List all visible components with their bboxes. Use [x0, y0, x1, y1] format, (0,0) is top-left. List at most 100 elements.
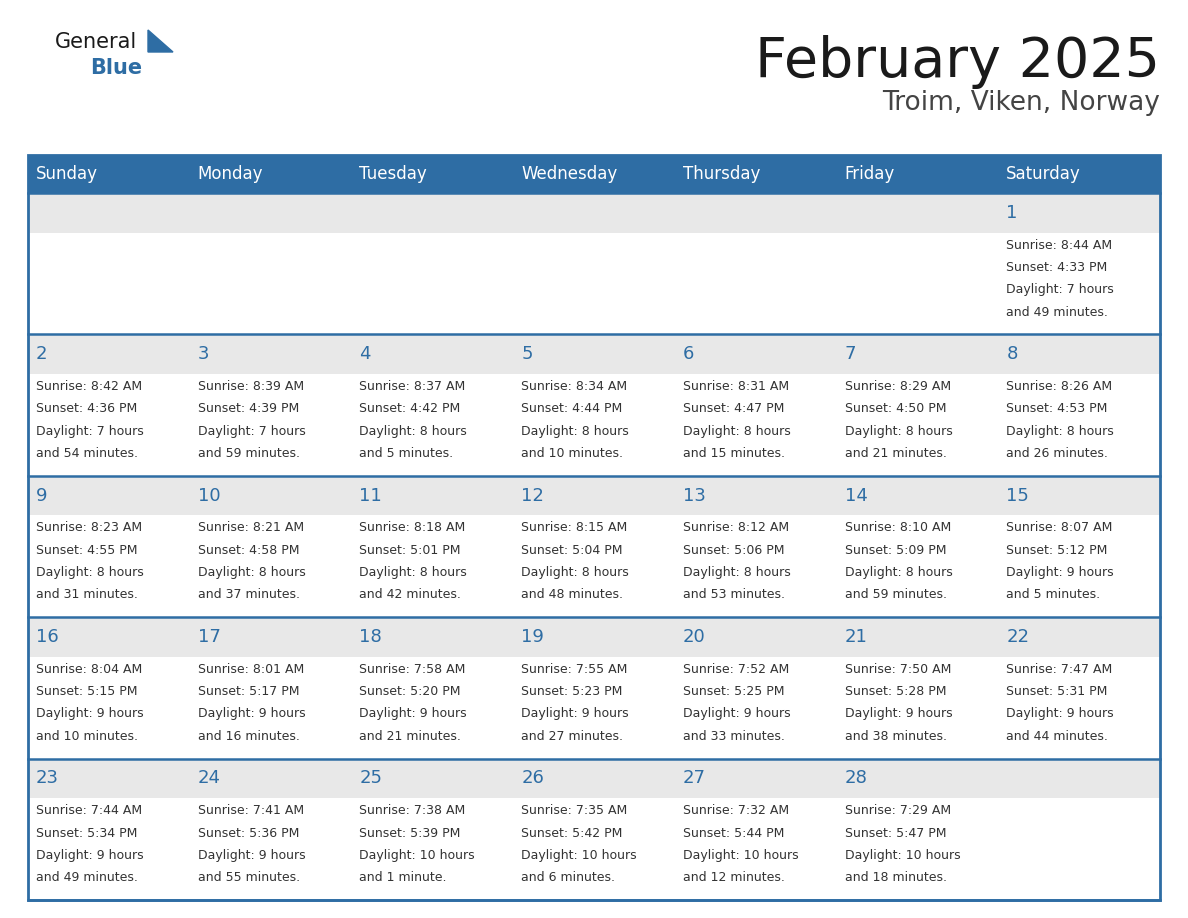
Text: Sunset: 5:17 PM: Sunset: 5:17 PM: [197, 685, 299, 698]
Text: Sunrise: 8:10 AM: Sunrise: 8:10 AM: [845, 521, 950, 534]
Text: and 18 minutes.: and 18 minutes.: [845, 871, 947, 884]
Text: and 49 minutes.: and 49 minutes.: [36, 871, 138, 884]
Text: Sunset: 4:33 PM: Sunset: 4:33 PM: [1006, 261, 1107, 274]
Text: Sunset: 4:44 PM: Sunset: 4:44 PM: [522, 402, 623, 415]
Text: Sunset: 5:09 PM: Sunset: 5:09 PM: [845, 543, 946, 556]
Text: Sunrise: 8:31 AM: Sunrise: 8:31 AM: [683, 380, 789, 393]
Text: and 16 minutes.: and 16 minutes.: [197, 730, 299, 743]
Text: Sunset: 5:20 PM: Sunset: 5:20 PM: [360, 685, 461, 698]
Text: Sunrise: 7:32 AM: Sunrise: 7:32 AM: [683, 804, 789, 817]
Text: Sunrise: 8:26 AM: Sunrise: 8:26 AM: [1006, 380, 1112, 393]
Text: 2: 2: [36, 345, 48, 364]
Text: February 2025: February 2025: [756, 35, 1159, 89]
Text: Daylight: 7 hours: Daylight: 7 hours: [1006, 284, 1114, 297]
Text: Sunrise: 8:21 AM: Sunrise: 8:21 AM: [197, 521, 304, 534]
Text: Sunset: 5:28 PM: Sunset: 5:28 PM: [845, 685, 946, 698]
Text: 27: 27: [683, 769, 706, 788]
Text: Sunrise: 7:50 AM: Sunrise: 7:50 AM: [845, 663, 950, 676]
Text: 3: 3: [197, 345, 209, 364]
Text: Daylight: 8 hours: Daylight: 8 hours: [522, 566, 628, 579]
Text: and 53 minutes.: and 53 minutes.: [683, 588, 785, 601]
Text: 7: 7: [845, 345, 857, 364]
Text: Daylight: 8 hours: Daylight: 8 hours: [36, 566, 144, 579]
Text: Daylight: 10 hours: Daylight: 10 hours: [683, 849, 798, 862]
Text: 19: 19: [522, 628, 544, 646]
Bar: [29, 193, 1159, 334]
Text: Sunrise: 8:34 AM: Sunrise: 8:34 AM: [522, 380, 627, 393]
Text: Sunrise: 8:01 AM: Sunrise: 8:01 AM: [197, 663, 304, 676]
Text: Sunrise: 7:55 AM: Sunrise: 7:55 AM: [522, 663, 627, 676]
Text: Daylight: 9 hours: Daylight: 9 hours: [197, 849, 305, 862]
Text: Sunrise: 7:47 AM: Sunrise: 7:47 AM: [1006, 663, 1112, 676]
Text: and 21 minutes.: and 21 minutes.: [360, 730, 461, 743]
Bar: [29, 617, 1159, 758]
Text: Sunrise: 7:44 AM: Sunrise: 7:44 AM: [36, 804, 143, 817]
Bar: [29, 758, 1159, 798]
Text: 11: 11: [360, 487, 383, 505]
Text: 18: 18: [360, 628, 383, 646]
Text: Sunrise: 8:39 AM: Sunrise: 8:39 AM: [197, 380, 304, 393]
Text: Daylight: 8 hours: Daylight: 8 hours: [845, 425, 953, 438]
Text: Sunrise: 7:29 AM: Sunrise: 7:29 AM: [845, 804, 950, 817]
Text: and 44 minutes.: and 44 minutes.: [1006, 730, 1108, 743]
Text: Sunrise: 8:15 AM: Sunrise: 8:15 AM: [522, 521, 627, 534]
Text: 26: 26: [522, 769, 544, 788]
Text: Daylight: 10 hours: Daylight: 10 hours: [845, 849, 960, 862]
Text: Daylight: 8 hours: Daylight: 8 hours: [360, 425, 467, 438]
Text: Sunset: 5:31 PM: Sunset: 5:31 PM: [1006, 685, 1107, 698]
Text: 4: 4: [360, 345, 371, 364]
Text: Sunset: 5:34 PM: Sunset: 5:34 PM: [36, 826, 138, 840]
Text: Daylight: 8 hours: Daylight: 8 hours: [683, 425, 790, 438]
Text: Sunset: 4:36 PM: Sunset: 4:36 PM: [36, 402, 138, 415]
Bar: [29, 334, 1159, 476]
Text: 23: 23: [36, 769, 59, 788]
Text: Daylight: 7 hours: Daylight: 7 hours: [197, 425, 305, 438]
Text: 8: 8: [1006, 345, 1018, 364]
Text: and 33 minutes.: and 33 minutes.: [683, 730, 785, 743]
Text: and 6 minutes.: and 6 minutes.: [522, 871, 615, 884]
Text: Sunset: 5:12 PM: Sunset: 5:12 PM: [1006, 543, 1107, 556]
Text: Daylight: 9 hours: Daylight: 9 hours: [1006, 708, 1114, 721]
Text: Daylight: 10 hours: Daylight: 10 hours: [360, 849, 475, 862]
Bar: [29, 193, 1159, 232]
Text: Sunset: 4:58 PM: Sunset: 4:58 PM: [197, 543, 299, 556]
Text: Sunset: 5:15 PM: Sunset: 5:15 PM: [36, 685, 138, 698]
Bar: [29, 617, 1159, 656]
Text: and 37 minutes.: and 37 minutes.: [197, 588, 299, 601]
Bar: [29, 476, 1159, 515]
Text: and 55 minutes.: and 55 minutes.: [197, 871, 299, 884]
Text: Daylight: 9 hours: Daylight: 9 hours: [360, 708, 467, 721]
Text: Daylight: 8 hours: Daylight: 8 hours: [522, 425, 628, 438]
Text: Daylight: 8 hours: Daylight: 8 hours: [845, 566, 953, 579]
Text: Thursday: Thursday: [683, 165, 760, 183]
Text: and 59 minutes.: and 59 minutes.: [197, 447, 299, 460]
Text: 28: 28: [845, 769, 867, 788]
Text: Sunset: 5:01 PM: Sunset: 5:01 PM: [360, 543, 461, 556]
Text: Sunrise: 7:58 AM: Sunrise: 7:58 AM: [360, 663, 466, 676]
Text: 17: 17: [197, 628, 221, 646]
Text: Sunset: 4:55 PM: Sunset: 4:55 PM: [36, 543, 138, 556]
Text: Sunrise: 7:35 AM: Sunrise: 7:35 AM: [522, 804, 627, 817]
Bar: [29, 155, 1159, 193]
Text: Sunrise: 8:04 AM: Sunrise: 8:04 AM: [36, 663, 143, 676]
Text: and 26 minutes.: and 26 minutes.: [1006, 447, 1108, 460]
Text: Daylight: 8 hours: Daylight: 8 hours: [683, 566, 790, 579]
Text: and 10 minutes.: and 10 minutes.: [36, 730, 138, 743]
Text: and 5 minutes.: and 5 minutes.: [360, 447, 454, 460]
Text: Daylight: 7 hours: Daylight: 7 hours: [36, 425, 144, 438]
Text: 25: 25: [360, 769, 383, 788]
Text: and 38 minutes.: and 38 minutes.: [845, 730, 947, 743]
Text: Wednesday: Wednesday: [522, 165, 618, 183]
Text: 9: 9: [36, 487, 48, 505]
Text: Daylight: 9 hours: Daylight: 9 hours: [522, 708, 628, 721]
Text: Troim, Viken, Norway: Troim, Viken, Norway: [883, 90, 1159, 116]
Text: and 12 minutes.: and 12 minutes.: [683, 871, 785, 884]
Text: 5: 5: [522, 345, 532, 364]
Polygon shape: [148, 30, 173, 52]
Text: Sunset: 4:50 PM: Sunset: 4:50 PM: [845, 402, 946, 415]
Text: Sunset: 5:06 PM: Sunset: 5:06 PM: [683, 543, 784, 556]
Text: Sunrise: 8:07 AM: Sunrise: 8:07 AM: [1006, 521, 1113, 534]
Text: 24: 24: [197, 769, 221, 788]
Text: and 59 minutes.: and 59 minutes.: [845, 588, 947, 601]
Text: Sunset: 4:42 PM: Sunset: 4:42 PM: [360, 402, 461, 415]
